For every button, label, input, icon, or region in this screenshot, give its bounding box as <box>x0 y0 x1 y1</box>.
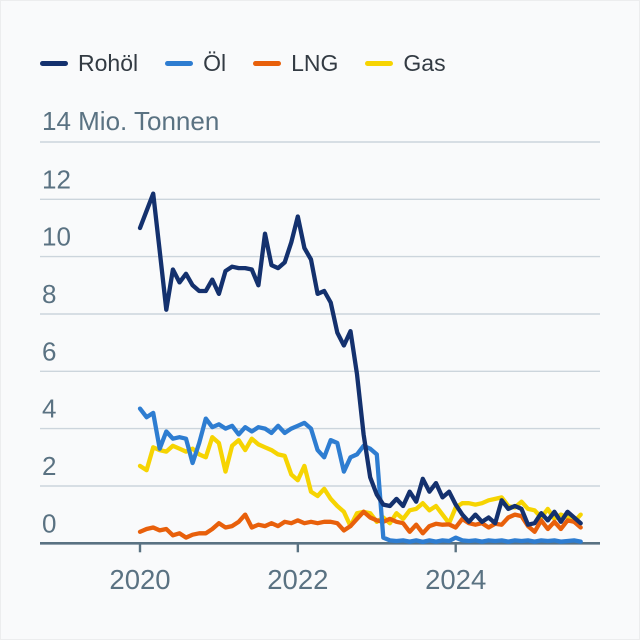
y-axis-label-8: 8 <box>42 279 56 309</box>
x-axis-label-2022: 2022 <box>267 564 328 595</box>
y-axis-label-0: 0 <box>42 508 56 538</box>
legend: Rohöl Öl LNG Gas <box>40 52 446 75</box>
legend-label-rohoel: Rohöl <box>78 50 139 76</box>
y-axis-label-6: 6 <box>42 336 56 366</box>
legend-item-rohoel: Rohöl <box>40 52 138 75</box>
y-axis-unit-label: 14 Mio. Tonnen <box>42 106 219 136</box>
legend-label-lng: LNG <box>291 50 339 76</box>
legend-label-gas: Gas <box>403 50 446 76</box>
series-line-oel <box>137 406 583 545</box>
gas-line-swatch-icon <box>365 61 394 66</box>
y-axis-label-10: 10 <box>42 222 71 252</box>
series-line-rohoel <box>137 191 583 527</box>
oel-line-swatch-icon <box>165 61 194 66</box>
y-axis-label-12: 12 <box>42 164 71 194</box>
legend-item-oel: Öl <box>165 52 226 75</box>
y-axis-label-4: 4 <box>42 394 56 424</box>
legend-label-oel: Öl <box>203 50 227 76</box>
lng-line-swatch-icon <box>253 61 282 66</box>
series-line-lng <box>137 509 583 540</box>
x-axis-label-2024: 2024 <box>425 564 486 595</box>
y-axis-label-2: 2 <box>42 451 56 481</box>
legend-item-gas: Gas <box>365 50 446 76</box>
legend-item-lng: LNG <box>253 52 338 75</box>
rohoel-line-swatch-icon <box>40 61 68 66</box>
x-axis-label-2020: 2020 <box>109 564 170 595</box>
